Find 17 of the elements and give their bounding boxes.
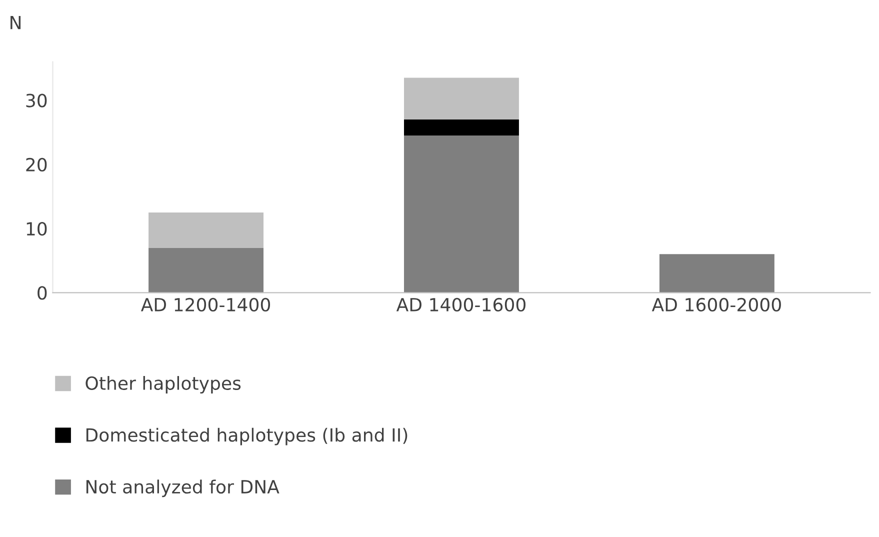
x-tick-label: AD 1200-1400: [140, 298, 270, 312]
bar: [404, 119, 519, 136]
bar: [404, 136, 519, 293]
x-tick-label: AD 1600-2000: [652, 298, 781, 312]
bar: [148, 248, 264, 293]
legend-label: Not analyzed for DNA: [86, 480, 280, 498]
bar: [148, 212, 264, 248]
y-tick-label: 30: [26, 94, 47, 108]
bar: [659, 254, 774, 293]
y-tick-label: 10: [26, 222, 47, 236]
y-axis-title: N: [10, 16, 21, 30]
legend-label: Other haplotypes: [86, 376, 241, 394]
legend-label: Domesticated haplotypes (Ib and II): [86, 428, 408, 446]
x-tick-label: AD 1400-1600: [396, 298, 526, 312]
y-tick-label: 20: [26, 158, 47, 172]
bar: [404, 78, 519, 120]
y-tick-label: 0: [38, 286, 47, 300]
